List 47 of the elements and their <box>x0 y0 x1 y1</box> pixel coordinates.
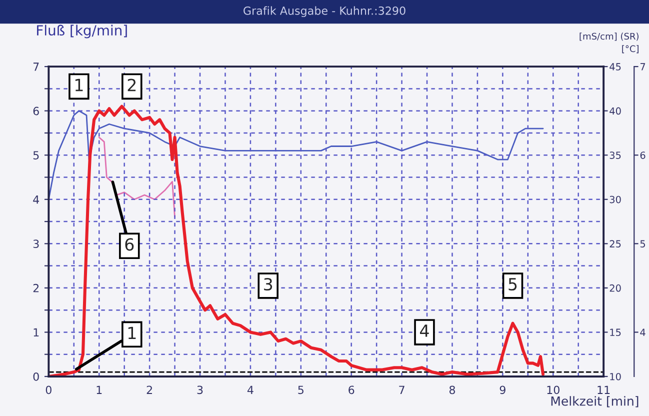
y-tick-label: 4 <box>33 196 40 204</box>
annotation: 3 <box>264 278 272 291</box>
annotation: 6 <box>125 238 134 251</box>
x-tick-label: 8 <box>449 386 456 394</box>
x-tick-label: 1 <box>96 386 102 394</box>
y2-tick-label: 30 <box>610 196 621 204</box>
chart-title: Grafik Ausgabe - Kuhnr.:3290 <box>244 6 406 18</box>
x-tick-label: 0 <box>46 386 52 394</box>
y3-tick-label: 6 <box>640 152 646 159</box>
x-tick-label: 4 <box>247 386 254 394</box>
y2-tick-label: 35 <box>610 152 621 159</box>
y3-tick-label: 7 <box>640 63 646 70</box>
y-tick-label: 7 <box>33 62 39 71</box>
y-tick-label: 2 <box>33 284 39 292</box>
y-tick-label: 1 <box>34 328 39 336</box>
y-tick-label: 5 <box>33 151 39 160</box>
line-series <box>48 104 545 376</box>
x-tick-label: 11 <box>598 386 610 394</box>
x-tick-label: 3 <box>197 386 203 394</box>
annotation: 2 <box>128 78 136 92</box>
x-tick-label: 10 <box>547 386 560 394</box>
annotation: 4 <box>420 324 429 337</box>
y2-tick-label: 10 <box>610 372 621 380</box>
annotation: 5 <box>508 278 517 291</box>
annotation: 1 <box>128 326 136 340</box>
y2-axis-title: [°C] <box>622 45 638 54</box>
y3-axis-title: [mS/cm] (SR) <box>580 32 638 41</box>
y-tick-label: 0 <box>33 372 39 381</box>
annotation: 1 <box>75 78 83 92</box>
line-series <box>98 136 176 218</box>
y-tick-label: 3 <box>33 240 39 248</box>
x-tick-label: 2 <box>146 386 152 394</box>
y2-tick-label: 40 <box>610 107 621 115</box>
y-tick-label: 6 <box>33 106 39 116</box>
x-tick-label: 7 <box>399 386 404 394</box>
x-tick-label: 5 <box>298 386 304 394</box>
x-tick-label: 6 <box>348 386 354 394</box>
x-axis-title: Melkzeit [min] <box>551 396 638 408</box>
y-axis-title: Fluß [kg/min] <box>37 24 127 38</box>
y3-tick-label: 5 <box>640 240 646 248</box>
y3-tick-label: 4 <box>640 328 646 336</box>
y2-tick-label: 20 <box>610 284 621 292</box>
y2-tick-label: 15 <box>610 328 621 336</box>
y2-tick-label: 45 <box>610 63 621 70</box>
y2-tick-label: 25 <box>610 240 621 248</box>
line-series <box>48 110 544 200</box>
x-tick-label: 9 <box>500 386 506 394</box>
